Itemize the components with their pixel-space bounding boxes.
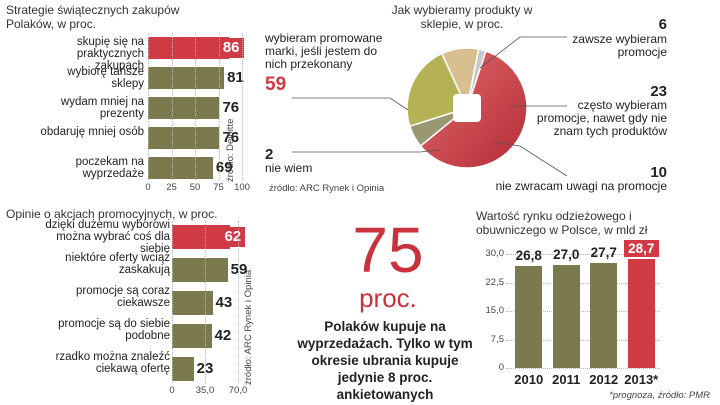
value-label: 26,8 — [515, 248, 542, 264]
bar — [148, 97, 220, 119]
pie-hole — [453, 94, 481, 122]
pie-slice — [406, 52, 469, 128]
grid-line — [242, 33, 243, 180]
slice-label-4: nie wiem — [265, 161, 313, 175]
grid-line — [218, 33, 220, 180]
value-label: 69 — [215, 159, 233, 176]
leader-line — [494, 141, 568, 177]
grid-line — [506, 311, 660, 312]
bar — [148, 37, 229, 59]
category-label: wybiorę tańsze sklepy — [67, 66, 144, 90]
slice-value-0: 59 — [265, 74, 287, 95]
bar — [172, 324, 212, 348]
slice-value-2: 23 — [650, 83, 667, 100]
category-label: skupię się na praktycznych zakupach — [76, 36, 144, 72]
value-label: 42 — [214, 327, 232, 344]
big-number: 75 — [352, 214, 424, 286]
grid-line — [148, 33, 149, 180]
x-tick-label: 25 — [166, 182, 177, 193]
bar — [172, 357, 194, 381]
big-unit: proc. — [359, 283, 417, 313]
grid-line — [506, 282, 660, 284]
x-tick-label: 0 — [145, 182, 151, 193]
highlight-text: Polaków kupuje na wyprzedażach. Tylko w … — [297, 319, 473, 402]
leader-line — [479, 36, 567, 69]
slice-label-3: nie zwracam uwagi na promocje — [495, 179, 667, 193]
bar — [627, 258, 655, 368]
bar — [515, 266, 543, 368]
x-tick-label: 70,0 — [228, 385, 248, 396]
x-tick-label: 2012 — [589, 372, 619, 387]
grid-line — [506, 368, 660, 369]
x-tick-label: 2013* — [624, 372, 659, 387]
y-tick-label: 22,5 — [485, 276, 505, 288]
chart3-title: Jak wybieramy produkty w sklepie, w proc… — [391, 3, 533, 31]
bar — [552, 265, 580, 368]
category-label: promocje są do siebie podobne — [58, 318, 170, 342]
chart1-title: Strategie świątecznych zakupów Polaków, … — [6, 3, 180, 31]
category-label: wydam mniej na prezenty — [60, 96, 144, 120]
y-tick-label: 7,5 — [490, 333, 504, 345]
slice-label-0: wybieram promowane marki, jeśli jestem d… — [265, 31, 383, 71]
chart4-title: Wartość rynku odzieżowego i obuwniczego … — [476, 209, 648, 237]
bar — [590, 262, 618, 368]
value-label: 43 — [215, 294, 233, 311]
chart4-source: *prognoza, źródło: PMR — [609, 390, 710, 401]
value-label: 81 — [227, 69, 244, 86]
chart3-source: źródło: ARC Rynek i Opinia — [269, 183, 385, 194]
bar — [172, 258, 228, 282]
x-tick-label: 50 — [189, 182, 201, 193]
y-tick-label: 30,0 — [485, 248, 505, 259]
x-tick-label: 2010 — [514, 372, 544, 387]
pie-slice — [466, 48, 487, 109]
category-label: promocje są coraz ciekawsze — [76, 285, 170, 309]
category-label: obdaruję mniej osób — [40, 126, 144, 138]
leader-line — [292, 97, 409, 111]
slice-value-4: 2 — [265, 146, 274, 163]
category-label: rzadko można znaleźć ciekawą ofertę — [55, 351, 170, 375]
x-tick-label: 0 — [169, 385, 175, 396]
x-tick-label: 35,0 — [195, 385, 215, 396]
value-label: 86 — [218, 38, 244, 58]
bar — [148, 127, 220, 149]
grid-line — [195, 33, 196, 180]
chart2-title: Opinie o akcjach promocyjnych, w proc. — [6, 207, 218, 221]
category-label: niektóre oferty wciąż zaskakują — [65, 252, 170, 276]
chart1-area: skupię się na praktycznych zakupach 86 wyb… — [0, 0, 260, 200]
slice-value-3: 10 — [650, 164, 667, 181]
grid-line — [506, 254, 660, 255]
grid-line — [172, 221, 173, 383]
value-label: 28,7 — [623, 239, 659, 257]
chart2-area: dzięki dużemu wyborowi można wybrać coś … — [0, 0, 260, 405]
pie-chart — [292, 36, 568, 177]
value-label: 76 — [222, 129, 240, 146]
x-tick-label: 2011 — [552, 372, 581, 387]
slice-value-1: 6 — [658, 16, 667, 33]
x-tick-label: 75 — [213, 182, 224, 193]
bar — [148, 67, 225, 89]
slice-label-2: często wybieram promocje, nawet gdy nie … — [536, 98, 667, 138]
grid-line — [506, 339, 660, 341]
value-label: 27,0 — [553, 247, 580, 263]
leader-line — [292, 149, 441, 153]
y-tick-label: 0 — [498, 362, 504, 373]
category-label: dzięki dużemu wyborowi można wybrać coś … — [45, 219, 170, 255]
grid-line — [205, 221, 206, 383]
bar — [148, 157, 213, 179]
value-label: 27,7 — [590, 244, 617, 260]
slice-label-1: zawsze wybieram promocje — [572, 32, 667, 59]
grid-line — [171, 33, 173, 180]
grid-line — [238, 221, 239, 383]
category-label: poczekam na wyprzedaże — [75, 156, 144, 180]
y-tick-label: 15,0 — [485, 305, 505, 316]
value-label: 76 — [222, 99, 240, 116]
x-tick-label: 100 — [234, 182, 250, 193]
